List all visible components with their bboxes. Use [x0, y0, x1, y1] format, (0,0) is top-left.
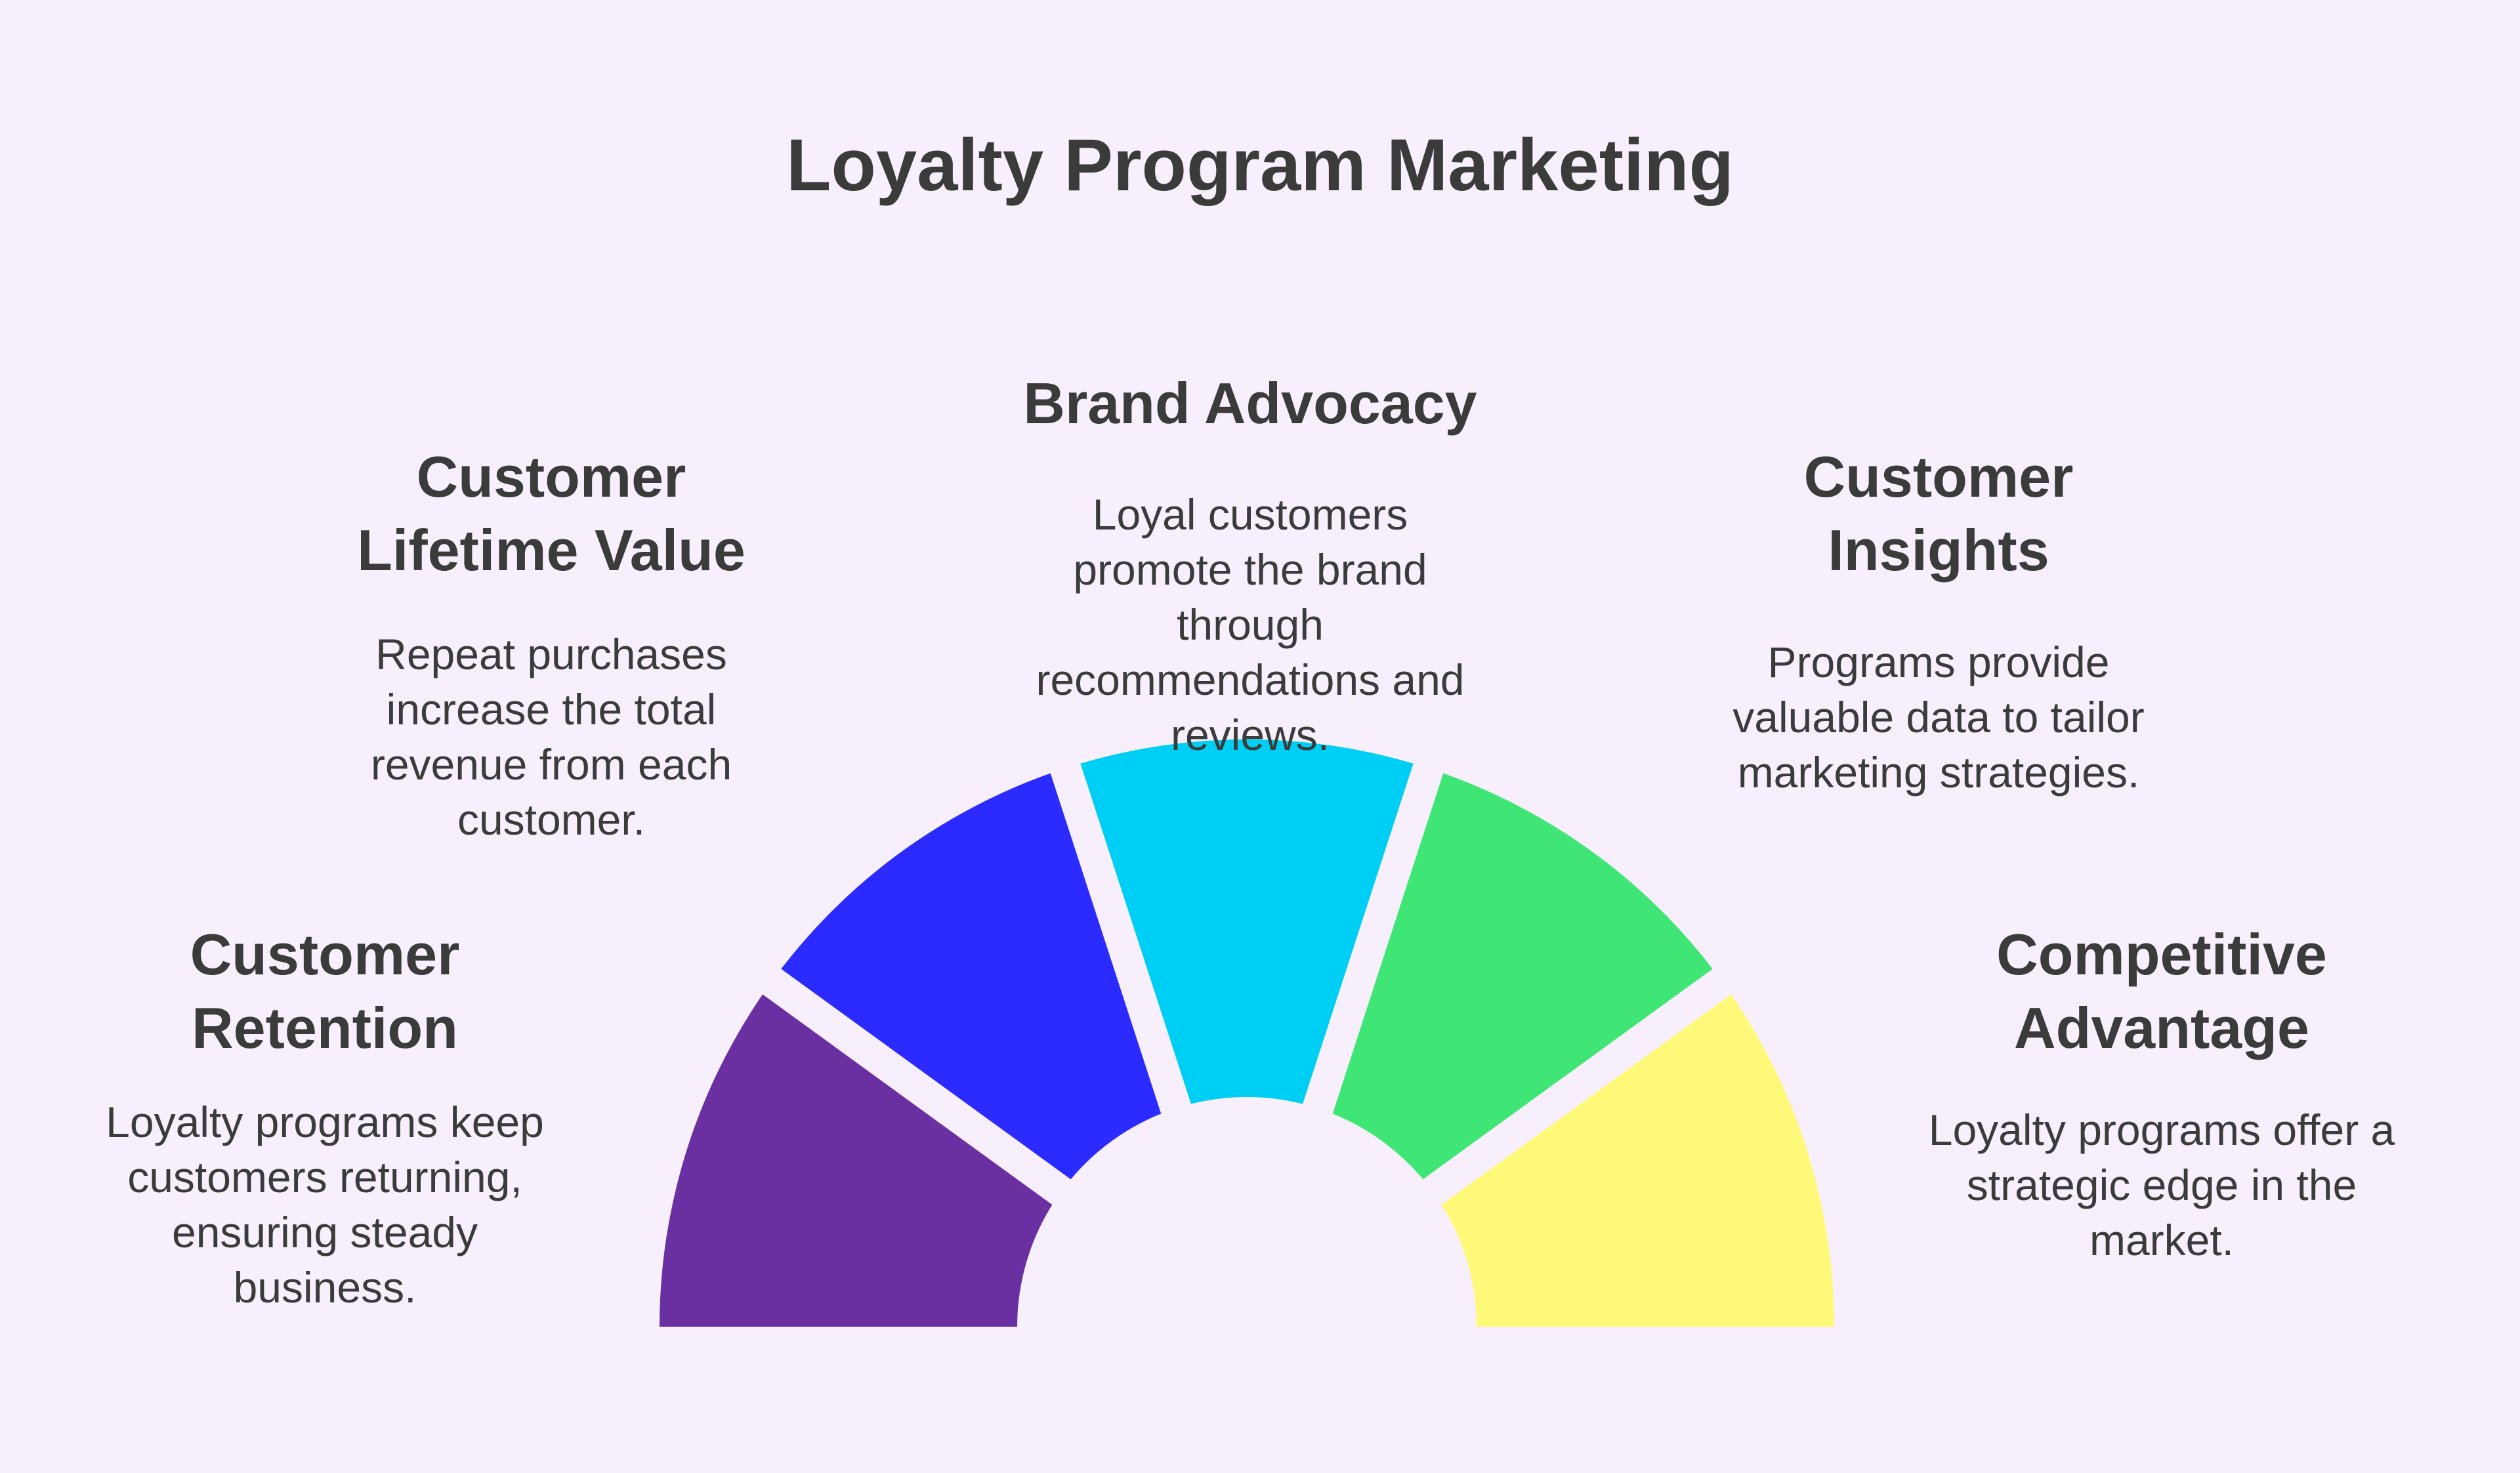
segment-heading: Customer Insights — [1643, 440, 2234, 587]
segment-heading: Customer Retention — [30, 918, 620, 1065]
gauge-segment-customer-lifetime-value — [781, 773, 1162, 1180]
body-line: ensuring steady — [172, 1208, 478, 1256]
segment-description: Loyalty programs offer a strategic edge i… — [1866, 1102, 2457, 1268]
segment-description: Repeat purchases increase the total revenu… — [256, 627, 847, 847]
heading-line: Customer — [1803, 444, 2074, 509]
body-line: increase the total — [386, 685, 717, 734]
segment-label-brand-advocacy: Brand Advocacy Loyal customers promote th… — [955, 367, 1545, 762]
body-line: customer. — [457, 795, 646, 844]
segment-heading: Brand Advocacy — [955, 367, 1545, 440]
segment-label-customer-lifetime-value: Customer Lifetime Value Repeat purchases i… — [256, 440, 847, 847]
segment-label-competitive-advantage: Competitive Advantage Loyalty programs of… — [1866, 918, 2457, 1268]
segment-heading: Customer Lifetime Value — [256, 440, 847, 587]
heading-line: Brand Advocacy — [1023, 371, 1477, 436]
body-line: reviews. — [1170, 711, 1330, 759]
page-title: Loyalty Program Marketing — [786, 124, 1734, 206]
body-line: Programs provide — [1767, 638, 2110, 686]
gauge-segment-customer-retention — [660, 994, 1053, 1327]
segment-label-customer-insights: Customer Insights Programs provide valuabl… — [1643, 440, 2234, 800]
body-line: promote the brand — [1073, 545, 1427, 594]
heading-line: Customer — [190, 922, 460, 987]
body-line: valuable data to tailor — [1732, 693, 2145, 741]
body-line: Loyal customers — [1092, 490, 1408, 539]
segment-description: Programs provide valuable data to tailor m… — [1643, 634, 2234, 800]
gauge-segment-competitive-advantage — [1441, 994, 1834, 1327]
segment-label-customer-retention: Customer Retention Loyalty programs keep c… — [30, 918, 620, 1315]
heading-line: Insights — [1828, 518, 2049, 583]
heading-line: Competitive — [1996, 922, 2327, 987]
segment-heading: Competitive Advantage — [1866, 918, 2457, 1065]
body-line: customers returning, — [127, 1153, 522, 1201]
body-line: Loyalty programs keep — [106, 1098, 544, 1146]
body-line: through — [1177, 600, 1324, 649]
body-line: Repeat purchases — [375, 630, 727, 678]
body-line: recommendations and — [1036, 655, 1465, 704]
body-line: revenue from each — [370, 740, 732, 789]
heading-line: Lifetime Value — [357, 518, 746, 583]
body-line: strategic edge in the — [1966, 1161, 2357, 1209]
body-line: market. — [2089, 1216, 2235, 1264]
gauge-segment-customer-insights — [1332, 773, 1713, 1180]
heading-line: Customer — [416, 444, 686, 509]
heading-line: Retention — [192, 995, 458, 1060]
body-line: marketing strategies. — [1737, 748, 2140, 797]
body-line: Loyalty programs offer a — [1928, 1106, 2395, 1154]
segment-description: Loyalty programs keep customers returning… — [30, 1094, 620, 1315]
gauge-segment-brand-advocacy — [1080, 739, 1414, 1104]
segment-description: Loyal customers promote the brand through r… — [955, 487, 1545, 762]
body-line: business. — [233, 1263, 417, 1312]
heading-line: Advantage — [2014, 995, 2309, 1060]
